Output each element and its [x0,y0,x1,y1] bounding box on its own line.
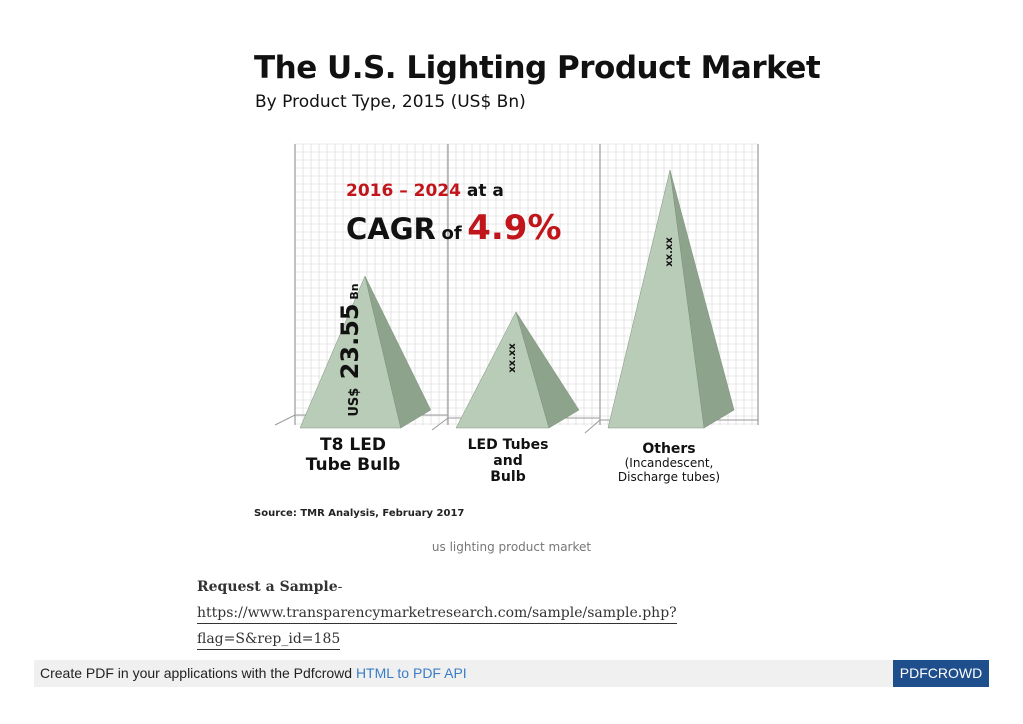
cagr-rate: 4.9% [467,208,562,248]
image-caption: us lighting product market [431,540,592,554]
request-sample-link-line1[interactable]: https://www.transparencymarketresearch.c… [197,603,677,624]
pyramid-chart: US$ 23.55 Bn xx.xx xx.xx [274,143,759,434]
pyramid-side-1 [515,311,580,429]
footer-text: Create PDF in your applications with the… [40,665,467,681]
cagr-at-a: at a [466,181,504,201]
chart-marks: US$ 23.55 Bn xx.xx xx.xx [299,169,735,429]
cagr-annotation-years: 2016 – 2024 at a [346,181,504,201]
chart-title: The U.S. Lighting Product Market [254,50,821,86]
pyramid-0 [299,275,432,429]
pyramid-side-2 [669,169,735,429]
request-sample-label: Request a Sample [197,579,338,595]
category-label-others: Others (Incandescent, Discharge tubes) [606,441,732,485]
cagr-annotation-rate: CAGR of 4.9% [346,208,562,248]
cagr-word: CAGR [346,212,436,246]
cagr-years: 2016 – 2024 [346,181,461,201]
pdfcrowd-footer: Create PDF in your applications with the… [34,660,989,687]
chart-source: Source: TMR Analysis, February 2017 [254,508,465,519]
category-sublabel-others: (Incandescent, Discharge tubes) [617,456,721,484]
pyramid-side-0 [364,275,432,429]
pdfcrowd-button[interactable]: PDFCROWD [893,660,989,687]
category-label-led-tubes: LED Tubes and Bulb [467,437,549,486]
footer-api-link[interactable]: HTML to PDF API [355,665,467,681]
pyramid-2 [607,169,735,429]
chart-subtitle: By Product Type, 2015 (US$ Bn) [255,92,526,112]
value-label-1: xx.xx [507,343,518,373]
value-label-0: US$ 23.55 Bn [336,283,364,416]
category-label-t8: T8 LED Tube Bulb [305,435,401,475]
value-label-2: xx.xx [664,237,675,267]
pyramid-1 [455,311,580,429]
request-sample: Request a Sample- https://www.transparen… [197,574,677,652]
request-sample-link-line2[interactable]: flag=S&rep_id=185 [197,629,341,650]
cagr-of: of [441,223,462,244]
